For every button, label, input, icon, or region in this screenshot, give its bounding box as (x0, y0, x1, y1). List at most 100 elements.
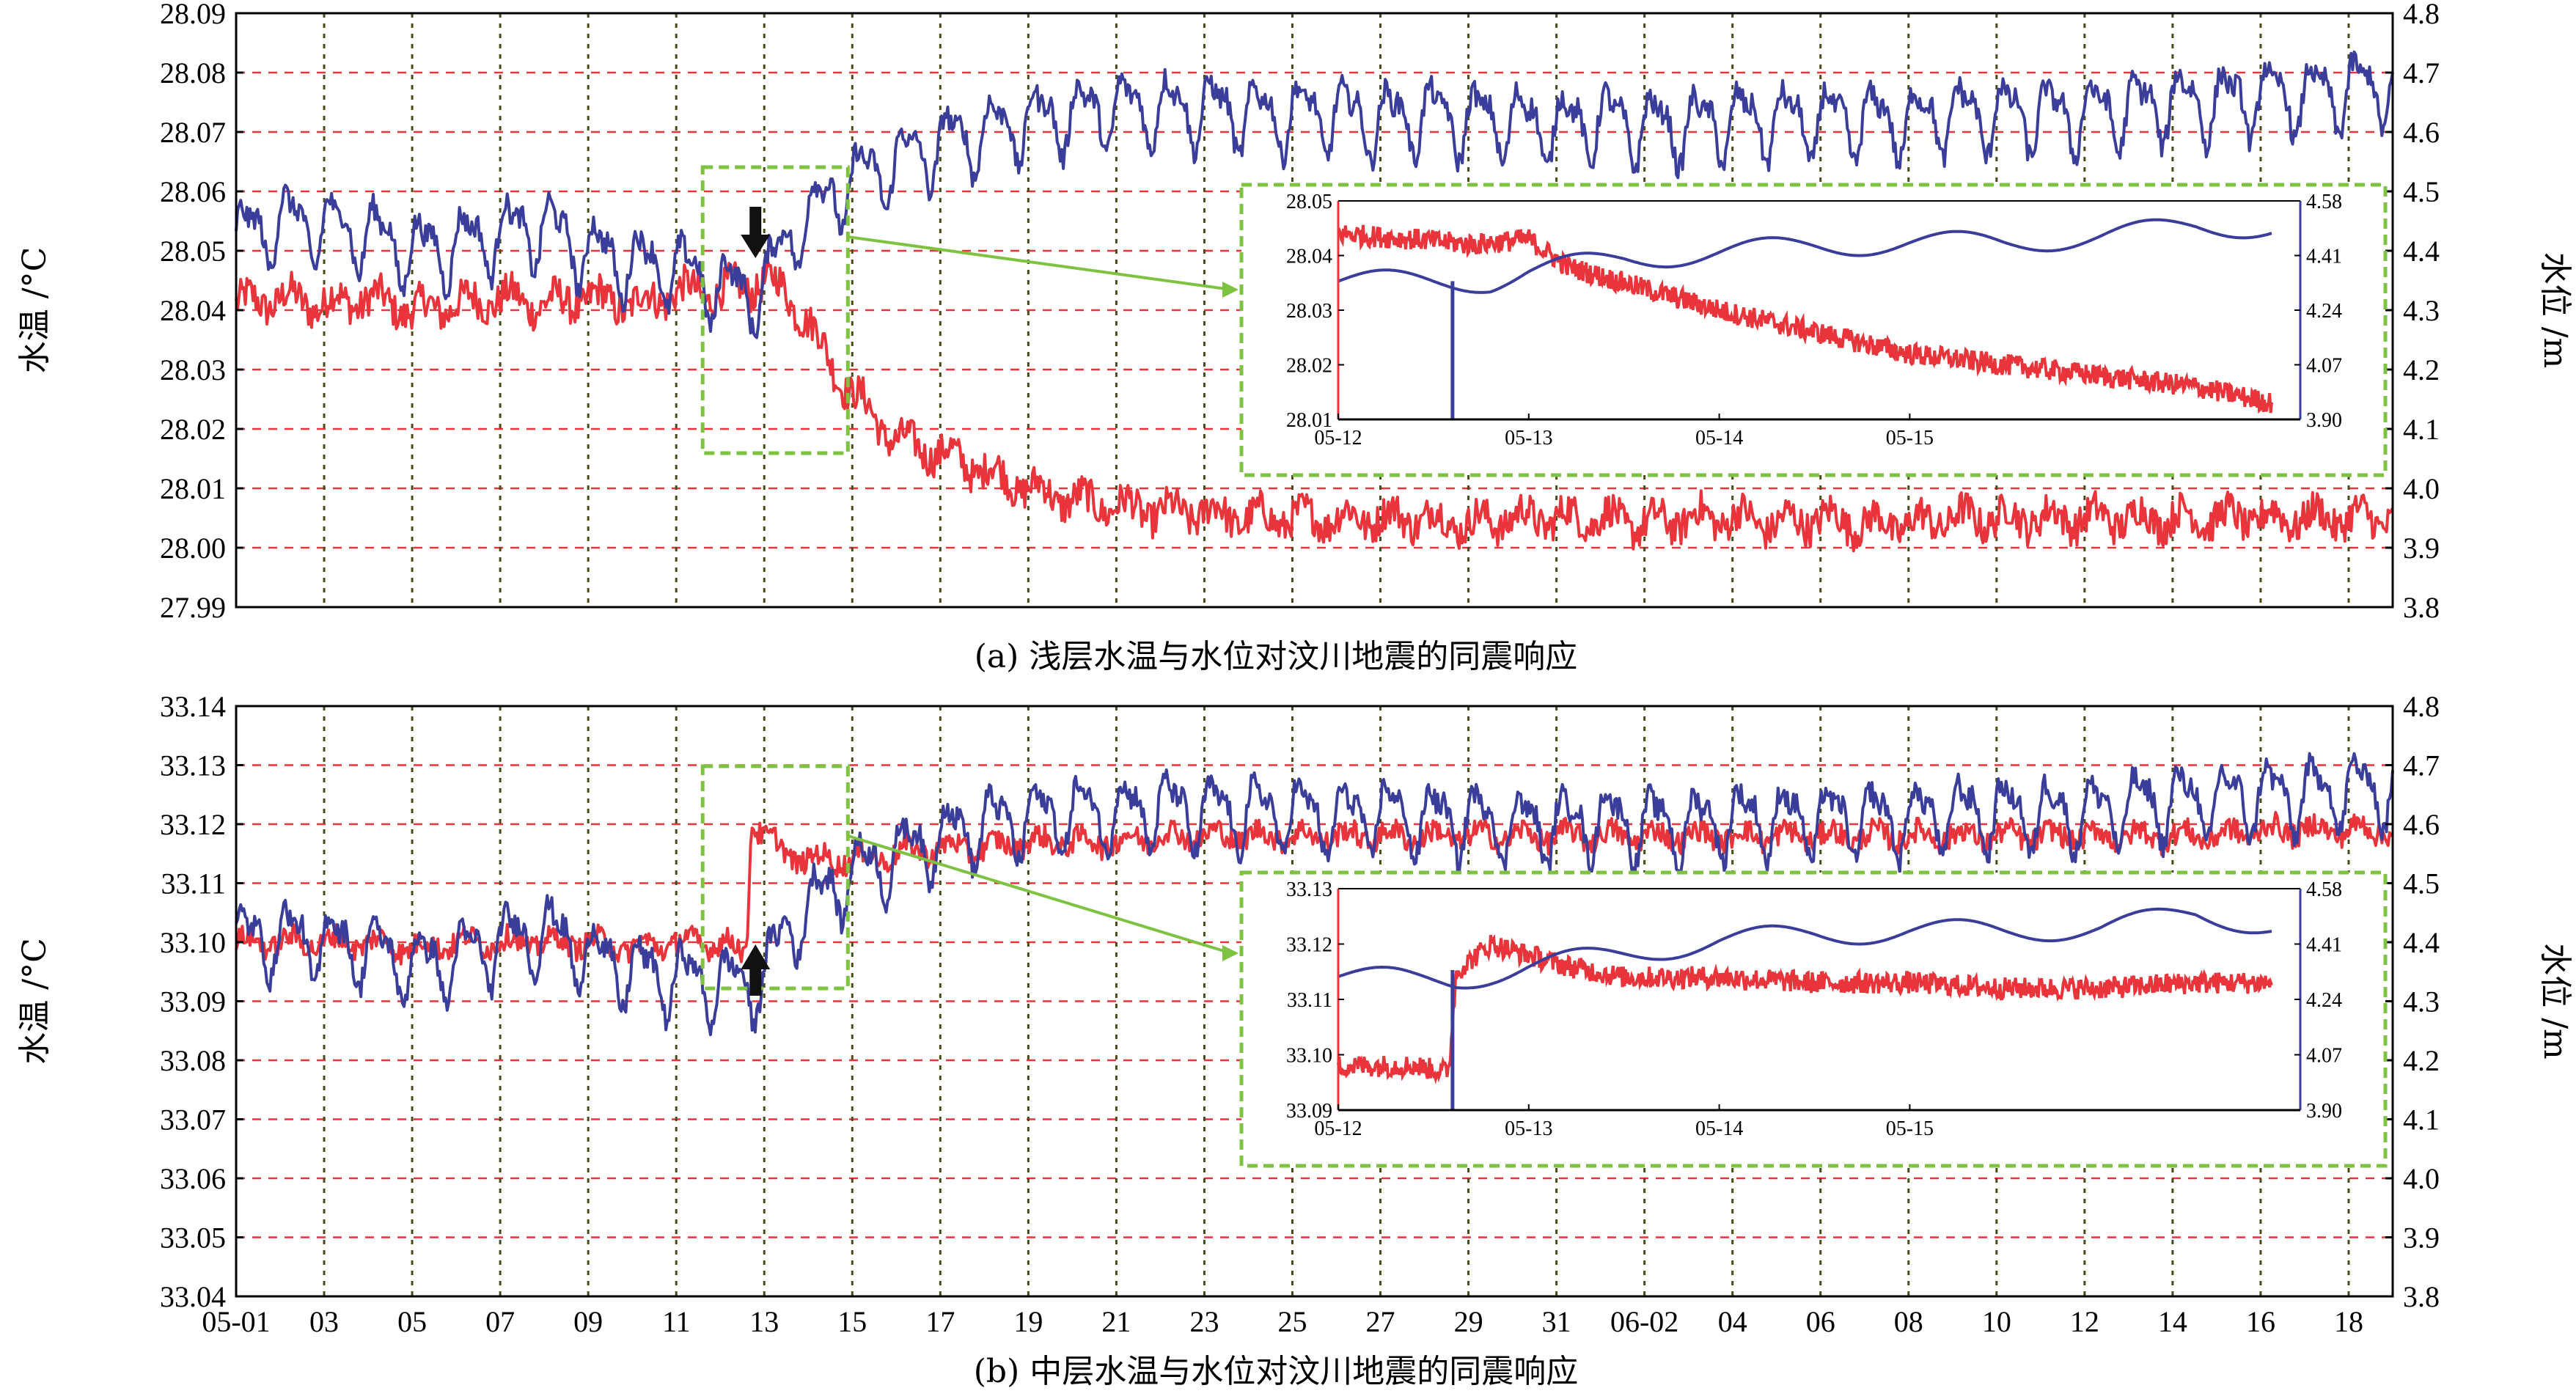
inset-y-right-tick-label: 4.07 (2306, 355, 2342, 378)
x-tick-label: 08 (1894, 1305, 1923, 1338)
y-right-tick-label: 4.7 (2403, 749, 2440, 782)
caption-a: (a) 浅层水温与水位对汶川地震的同震响应 (975, 638, 1578, 675)
y-right-tick-label: 4.6 (2403, 116, 2440, 149)
inset-y-right-tick-label: 4.07 (2306, 1045, 2342, 1068)
y-right-tick-label: 4.0 (2403, 1162, 2440, 1195)
x-tick-label: 23 (1189, 1305, 1219, 1338)
inset-y-left-tick-label: 33.12 (1286, 934, 1332, 957)
x-tick-label: 04 (1718, 1305, 1747, 1338)
inset-water-level-line (1337, 907, 2272, 990)
inset-y-right-tick-label: 4.41 (2306, 246, 2342, 268)
inset-water-level-line (1337, 218, 2272, 294)
y-left-tick-label: 28.03 (160, 353, 226, 386)
y-right-axis-label: 水位 /m (2536, 943, 2574, 1060)
x-tick-label: 31 (1542, 1305, 1571, 1338)
inset-y-left-tick-label: 33.10 (1286, 1045, 1332, 1068)
inset-temperature-line (1337, 934, 2273, 1084)
y-left-tick-label: 33.11 (161, 867, 226, 900)
inset-y-right-tick-label: 4.24 (2306, 300, 2342, 323)
y-left-tick-label: 33.13 (160, 749, 226, 782)
y-left-axis-label: 水温 /°C (16, 938, 54, 1064)
y-right-tick-label: 3.9 (2403, 1222, 2440, 1255)
y-right-tick-label: 3.8 (2403, 1280, 2440, 1313)
inset-y-left-tick-label: 33.13 (1286, 878, 1332, 901)
inset-y-left-tick-label: 28.03 (1286, 300, 1332, 323)
x-tick-label: 14 (2158, 1305, 2187, 1338)
y-left-axis-label: 水温 /°C (16, 247, 54, 373)
x-tick-label: 17 (925, 1305, 955, 1338)
y-left-tick-label: 33.05 (160, 1222, 226, 1255)
y-left-tick-label: 33.07 (160, 1104, 226, 1137)
y-left-tick-label: 28.09 (160, 0, 226, 30)
panel-a: 27.99 28.00 28.01 28.02 28.03 28.04 28.05 28.06… (16, 0, 2574, 624)
inset-y-left-tick-label: 28.04 (1286, 246, 1332, 268)
x-tick-label: 16 (2246, 1305, 2275, 1338)
connector-line (847, 834, 1232, 955)
y-right-tick-label: 4.2 (2403, 1044, 2440, 1077)
caption-b: (b) 中层水温与水位对汶川地震的同震响应 (974, 1353, 1578, 1390)
inset-y-left-tick-label: 28.02 (1286, 355, 1332, 378)
earthquake-arrow-icon (741, 944, 771, 996)
x-tick-label: 19 (1013, 1305, 1043, 1338)
x-tick-label: 11 (662, 1305, 691, 1338)
y-left-tick-label: 28.08 (160, 56, 226, 89)
inset-y-left-tick-label: 28.01 (1286, 409, 1332, 432)
y-right-tick-label: 4.8 (2403, 0, 2440, 30)
y-right-tick-label: 4.1 (2403, 1104, 2440, 1137)
connector-arrowhead (1222, 282, 1239, 298)
y-right-tick-label: 4.5 (2403, 867, 2440, 900)
inset-frame (1239, 870, 2388, 1168)
y-right-tick-label: 3.9 (2403, 532, 2440, 565)
y-left-tick-label: 28.05 (160, 235, 226, 268)
y-right-tick-label: 4.4 (2403, 926, 2440, 959)
inset-y-right-tick-label: 4.58 (2306, 191, 2342, 213)
y-right-tick-label: 4.5 (2403, 175, 2440, 208)
inset-x-tick-label: 05-15 (1886, 1117, 1934, 1140)
y-right-axis-label: 水位 /m (2536, 252, 2574, 369)
inset-y-right-tick-label: 4.41 (2306, 934, 2342, 957)
y-left-tick-label: 33.10 (160, 926, 226, 959)
y-right-tick-label: 4.8 (2403, 690, 2440, 723)
y-left-tick-label: 33.09 (160, 985, 226, 1018)
inset-x-tick-label: 05-13 (1505, 1117, 1552, 1140)
inset-x-tick-label: 05-12 (1314, 427, 1362, 449)
x-tick-label: 03 (309, 1305, 339, 1338)
y-left-tick-label: 28.06 (160, 175, 226, 208)
x-tick-label: 21 (1101, 1305, 1131, 1338)
y-left-tick-label: 28.00 (160, 532, 226, 565)
connector-line (848, 235, 1232, 291)
y-right-tick-label: 4.4 (2403, 235, 2440, 268)
temperature-series-line (235, 258, 2394, 553)
y-left-tick-label: 28.07 (160, 116, 226, 149)
zoom-region-box (700, 764, 850, 991)
inset-temperature-line (1337, 224, 2273, 414)
y-left-tick-label: 33.08 (160, 1044, 226, 1077)
panel-b: 33.04 33.05 33.06 33.07 33.08 33.09 33.10 33.11… (16, 690, 2574, 1338)
y-left-tick-label: 33.14 (160, 690, 226, 723)
x-tick-label: 15 (837, 1305, 867, 1338)
x-tick-label: 10 (1982, 1305, 2011, 1338)
inset-x-tick-label: 05-15 (1886, 427, 1934, 449)
zoom-region-box (700, 165, 850, 455)
inset-y-left-tick-label: 33.09 (1286, 1100, 1332, 1123)
inset-y-right-tick-label: 4.24 (2306, 989, 2342, 1012)
y-right-tick-label: 4.2 (2403, 353, 2440, 386)
x-tick-label: 09 (573, 1305, 603, 1338)
y-right-tick-label: 4.7 (2403, 56, 2440, 89)
inset-x-tick-label: 05-13 (1505, 427, 1552, 449)
x-tick-label: 12 (2070, 1305, 2099, 1338)
y-left-tick-label: 28.04 (160, 294, 226, 327)
y-left-tick-label: 33.04 (160, 1280, 226, 1313)
x-tick-label: 29 (1454, 1305, 1483, 1338)
x-tick-label: 05 (397, 1305, 427, 1338)
x-tick-label: 27 (1366, 1305, 1395, 1338)
water-level-series-line (235, 50, 2394, 339)
y-right-tick-label: 4.6 (2403, 808, 2440, 841)
x-tick-label: 06-02 (1610, 1305, 1678, 1338)
x-tick-label: 13 (749, 1305, 779, 1338)
x-tick-label: 07 (485, 1305, 515, 1338)
earthquake-arrow-icon (741, 207, 771, 258)
x-tick-label: 18 (2334, 1305, 2363, 1338)
inset-x-tick-label: 05-14 (1695, 1117, 1743, 1140)
